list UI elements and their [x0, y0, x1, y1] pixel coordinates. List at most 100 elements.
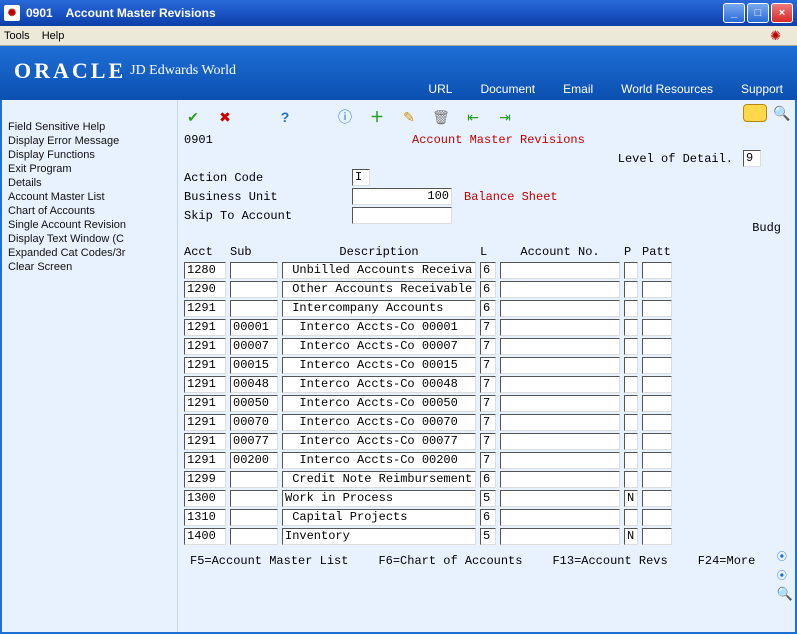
- cell-acct[interactable]: 1291: [184, 338, 226, 355]
- cell-sub[interactable]: [230, 471, 278, 488]
- cell-sub[interactable]: 00015: [230, 357, 278, 374]
- cell-acct[interactable]: 1291: [184, 433, 226, 450]
- cell-desc[interactable]: Work in Process: [282, 490, 476, 507]
- sidebar-item[interactable]: Details: [8, 176, 175, 190]
- sidebar-item[interactable]: Account Master List: [8, 190, 175, 204]
- sidebar-item[interactable]: Display Functions: [8, 148, 175, 162]
- cell-acctno[interactable]: [500, 395, 620, 412]
- scroll-up-icon[interactable]: ⦿: [777, 548, 793, 563]
- cell-acct[interactable]: 1291: [184, 395, 226, 412]
- cell-sub[interactable]: 00007: [230, 338, 278, 355]
- cell-acct[interactable]: 1310: [184, 509, 226, 526]
- cell-acctno[interactable]: [500, 262, 620, 279]
- sidebar-item[interactable]: Expanded Cat Codes/3r: [8, 246, 175, 260]
- fkey-f5[interactable]: F5=Account Master List: [190, 554, 348, 568]
- cell-sub[interactable]: 00070: [230, 414, 278, 431]
- cell-p[interactable]: [624, 471, 638, 488]
- sidebar-item[interactable]: Display Error Message: [8, 134, 175, 148]
- sidebar-item[interactable]: Single Account Revision: [8, 218, 175, 232]
- cell-l[interactable]: 7: [480, 395, 496, 412]
- cell-acctno[interactable]: [500, 528, 620, 545]
- action-field[interactable]: I: [352, 169, 370, 186]
- ok-icon[interactable]: ✔: [184, 108, 202, 126]
- cancel-icon[interactable]: ✖: [216, 108, 234, 126]
- cell-patt[interactable]: [642, 338, 672, 355]
- cell-p[interactable]: [624, 338, 638, 355]
- cell-acct[interactable]: 1291: [184, 376, 226, 393]
- cell-acctno[interactable]: [500, 357, 620, 374]
- cell-sub[interactable]: 00048: [230, 376, 278, 393]
- cell-l[interactable]: 7: [480, 452, 496, 469]
- cell-l[interactable]: 5: [480, 490, 496, 507]
- cell-p[interactable]: N: [624, 528, 638, 545]
- cell-acct[interactable]: 1291: [184, 357, 226, 374]
- cell-patt[interactable]: [642, 281, 672, 298]
- cell-p[interactable]: [624, 414, 638, 431]
- next-icon[interactable]: ⇥: [496, 108, 514, 126]
- cell-acctno[interactable]: [500, 376, 620, 393]
- zoom-icon[interactable]: 🔍: [777, 586, 793, 602]
- cell-sub[interactable]: 00001: [230, 319, 278, 336]
- cell-sub[interactable]: [230, 262, 278, 279]
- cell-p[interactable]: N: [624, 490, 638, 507]
- cell-desc[interactable]: Capital Projects: [282, 509, 476, 526]
- fkey-f24[interactable]: F24=More: [698, 554, 756, 568]
- cell-p[interactable]: [624, 357, 638, 374]
- cell-p[interactable]: [624, 281, 638, 298]
- cell-patt[interactable]: [642, 414, 672, 431]
- cell-desc[interactable]: Interco Accts-Co 00070: [282, 414, 476, 431]
- cell-desc[interactable]: Unbilled Accounts Receiva: [282, 262, 476, 279]
- cell-sub[interactable]: [230, 490, 278, 507]
- sidebar-item[interactable]: Display Text Window (C: [8, 232, 175, 246]
- link-email[interactable]: Email: [563, 82, 593, 96]
- bu-field[interactable]: 100: [352, 188, 452, 205]
- cell-p[interactable]: [624, 262, 638, 279]
- cell-desc[interactable]: Intercompany Accounts: [282, 300, 476, 317]
- cell-l[interactable]: 7: [480, 338, 496, 355]
- cell-p[interactable]: [624, 452, 638, 469]
- cell-acct[interactable]: 1280: [184, 262, 226, 279]
- skip-field[interactable]: [352, 207, 452, 224]
- sidebar-item[interactable]: Clear Screen: [8, 260, 175, 274]
- cell-acctno[interactable]: [500, 452, 620, 469]
- cell-patt[interactable]: [642, 300, 672, 317]
- add-icon[interactable]: ＋: [368, 108, 386, 126]
- cell-patt[interactable]: [642, 452, 672, 469]
- sidebar-item[interactable]: Field Sensitive Help: [8, 120, 175, 134]
- cell-acct[interactable]: 1291: [184, 319, 226, 336]
- cell-acctno[interactable]: [500, 319, 620, 336]
- notes-icon[interactable]: [743, 104, 767, 122]
- search-icon[interactable]: 🔍: [773, 104, 791, 122]
- cell-acct[interactable]: 1291: [184, 452, 226, 469]
- help-icon[interactable]: ?: [276, 108, 294, 126]
- cell-sub[interactable]: [230, 281, 278, 298]
- sidebar-item[interactable]: Exit Program: [8, 162, 175, 176]
- cell-l[interactable]: 6: [480, 471, 496, 488]
- cell-l[interactable]: 6: [480, 281, 496, 298]
- cell-acctno[interactable]: [500, 281, 620, 298]
- cell-p[interactable]: [624, 395, 638, 412]
- cell-desc[interactable]: Interco Accts-Co 00077: [282, 433, 476, 450]
- cell-l[interactable]: 6: [480, 262, 496, 279]
- menu-help[interactable]: Help: [42, 30, 65, 42]
- cell-acctno[interactable]: [500, 338, 620, 355]
- cell-acct[interactable]: 1300: [184, 490, 226, 507]
- cell-l[interactable]: 7: [480, 376, 496, 393]
- cell-patt[interactable]: [642, 319, 672, 336]
- menu-tools[interactable]: Tools: [4, 30, 30, 42]
- cell-desc[interactable]: Credit Note Reimbursement: [282, 471, 476, 488]
- prev-icon[interactable]: ⇤: [464, 108, 482, 126]
- cell-desc[interactable]: Inventory: [282, 528, 476, 545]
- cell-acctno[interactable]: [500, 300, 620, 317]
- cell-sub[interactable]: 00077: [230, 433, 278, 450]
- cell-patt[interactable]: [642, 376, 672, 393]
- info-icon[interactable]: ⓘ: [336, 108, 354, 126]
- minimize-button[interactable]: _: [723, 3, 745, 23]
- cell-l[interactable]: 7: [480, 319, 496, 336]
- cell-patt[interactable]: [642, 433, 672, 450]
- cell-l[interactable]: 7: [480, 414, 496, 431]
- close-button[interactable]: ×: [771, 3, 793, 23]
- cell-acct[interactable]: 1291: [184, 414, 226, 431]
- cell-sub[interactable]: [230, 509, 278, 526]
- sidebar-item[interactable]: Chart of Accounts: [8, 204, 175, 218]
